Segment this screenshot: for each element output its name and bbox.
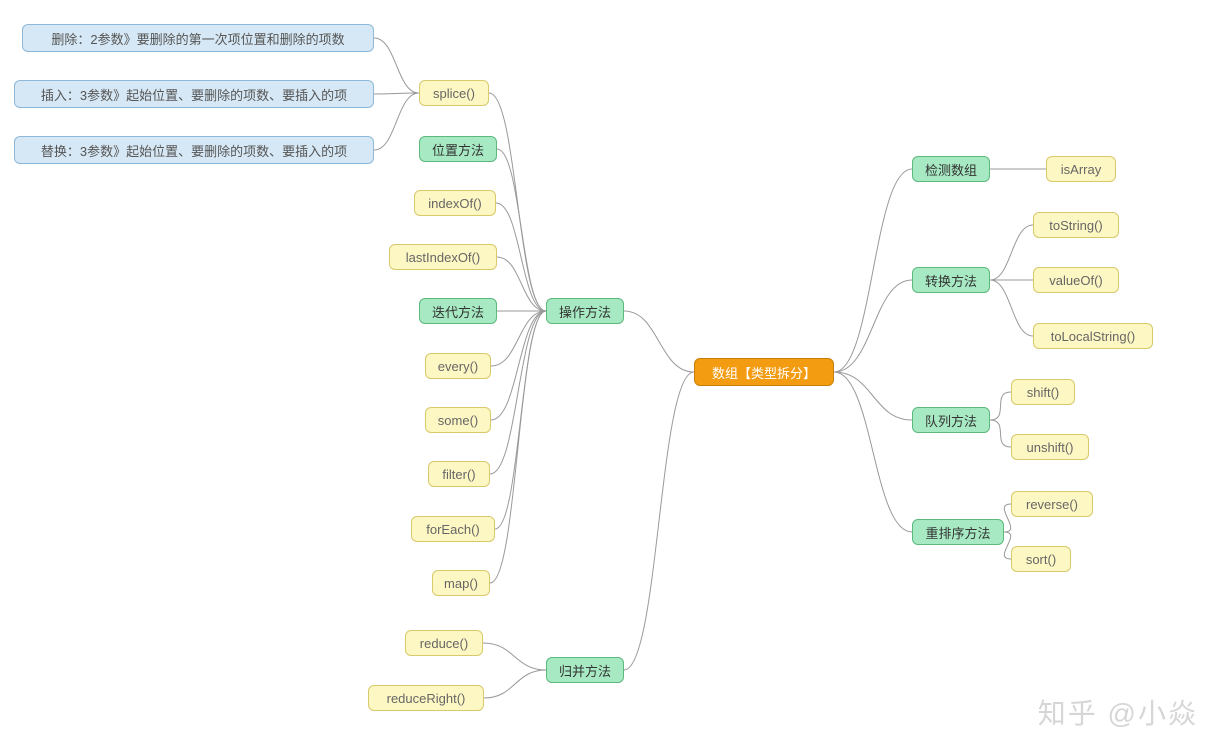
node-iter: 迭代方法 [419, 298, 497, 324]
node-every: every() [425, 353, 491, 379]
node-forEach: forEach() [411, 516, 495, 542]
node-indexOf: indexOf() [414, 190, 496, 216]
node-shift: shift() [1011, 379, 1075, 405]
edges-layer [0, 0, 1218, 742]
node-ops: 操作方法 [546, 298, 624, 324]
watermark: 知乎 @小焱 [1038, 692, 1198, 732]
node-filter: filter() [428, 461, 490, 487]
node-reduce: reduce() [405, 630, 483, 656]
node-ins: 插入：3参数》起始位置、要删除的项数、要插入的项 [14, 80, 374, 108]
node-toLocal: toLocalString() [1033, 323, 1153, 349]
node-root: 数组【类型拆分】 [694, 358, 834, 386]
node-unshift: unshift() [1011, 434, 1089, 460]
node-merge: 归并方法 [546, 657, 624, 683]
node-toString: toString() [1033, 212, 1119, 238]
node-detect: 检测数组 [912, 156, 990, 182]
node-loc: 位置方法 [419, 136, 497, 162]
node-sortcat: 重排序方法 [912, 519, 1004, 545]
node-del: 删除：2参数》要删除的第一次项位置和删除的项数 [22, 24, 374, 52]
node-reverse: reverse() [1011, 491, 1093, 517]
node-map: map() [432, 570, 490, 596]
node-lastIndexOf: lastIndexOf() [389, 244, 497, 270]
node-reduceR: reduceRight() [368, 685, 484, 711]
node-splice: splice() [419, 80, 489, 106]
node-rep: 替换：3参数》起始位置、要删除的项数、要插入的项 [14, 136, 374, 164]
node-queue: 队列方法 [912, 407, 990, 433]
node-valueOf: valueOf() [1033, 267, 1119, 293]
node-sort: sort() [1011, 546, 1071, 572]
node-isArray: isArray [1046, 156, 1116, 182]
node-some: some() [425, 407, 491, 433]
node-convert: 转换方法 [912, 267, 990, 293]
